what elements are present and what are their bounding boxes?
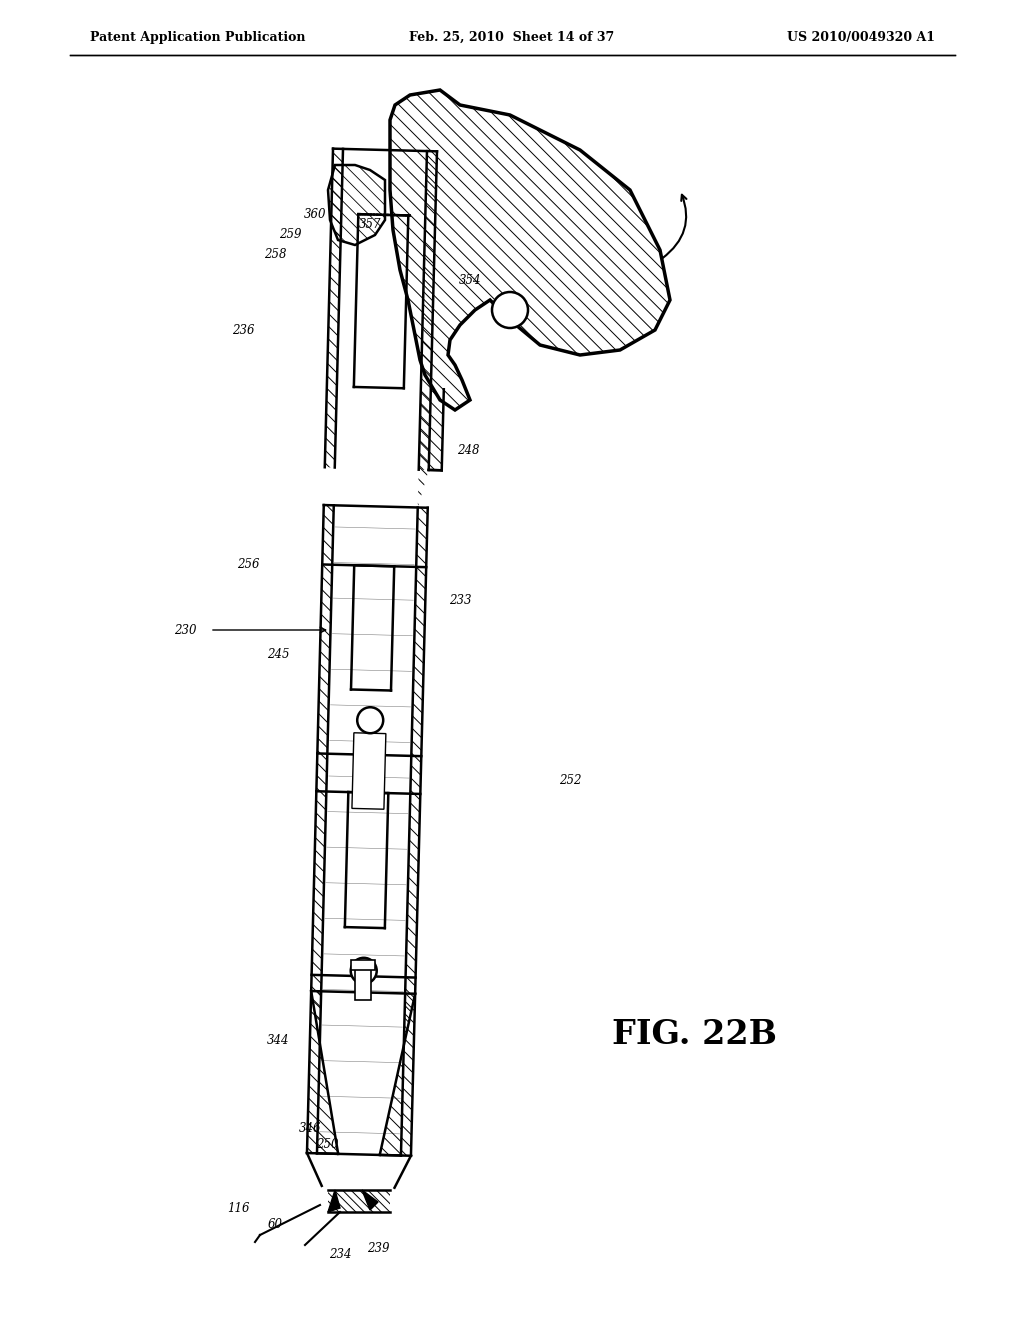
Polygon shape: [328, 165, 385, 246]
Text: FIG. 22B: FIG. 22B: [612, 1019, 777, 1052]
Text: 357: 357: [358, 219, 381, 231]
Circle shape: [492, 292, 528, 327]
Polygon shape: [328, 1191, 390, 1212]
Polygon shape: [418, 388, 443, 507]
Text: Patent Application Publication: Patent Application Publication: [90, 30, 305, 44]
Polygon shape: [390, 90, 670, 411]
Text: 236: 236: [231, 323, 254, 337]
Text: 234: 234: [329, 1249, 351, 1262]
Text: 354: 354: [459, 273, 481, 286]
Text: 250: 250: [315, 1138, 338, 1151]
Text: 344: 344: [266, 1034, 289, 1047]
Polygon shape: [390, 90, 670, 411]
Text: 252: 252: [559, 774, 582, 787]
Polygon shape: [307, 506, 334, 1154]
Circle shape: [350, 958, 377, 983]
Text: 245: 245: [266, 648, 289, 661]
Polygon shape: [362, 1191, 378, 1210]
Polygon shape: [380, 994, 415, 1155]
Text: 248: 248: [457, 444, 479, 457]
Text: 230: 230: [174, 623, 197, 636]
Polygon shape: [419, 150, 437, 470]
Text: 360: 360: [304, 209, 327, 222]
Text: 233: 233: [449, 594, 471, 606]
Polygon shape: [328, 1191, 340, 1212]
Text: 256: 256: [237, 558, 259, 572]
Polygon shape: [351, 960, 376, 970]
Polygon shape: [401, 507, 428, 1156]
Polygon shape: [352, 733, 386, 809]
Polygon shape: [311, 991, 338, 1154]
Circle shape: [357, 708, 383, 733]
Text: 239: 239: [367, 1242, 389, 1254]
Text: US 2010/0049320 A1: US 2010/0049320 A1: [787, 30, 935, 44]
Text: 346: 346: [299, 1122, 322, 1134]
Polygon shape: [328, 165, 385, 246]
Text: 60: 60: [267, 1218, 283, 1232]
Polygon shape: [325, 149, 343, 467]
Text: Feb. 25, 2010  Sheet 14 of 37: Feb. 25, 2010 Sheet 14 of 37: [410, 30, 614, 44]
Text: 259: 259: [279, 228, 301, 242]
Text: 258: 258: [264, 248, 287, 261]
Polygon shape: [355, 964, 372, 999]
Text: 116: 116: [226, 1201, 249, 1214]
